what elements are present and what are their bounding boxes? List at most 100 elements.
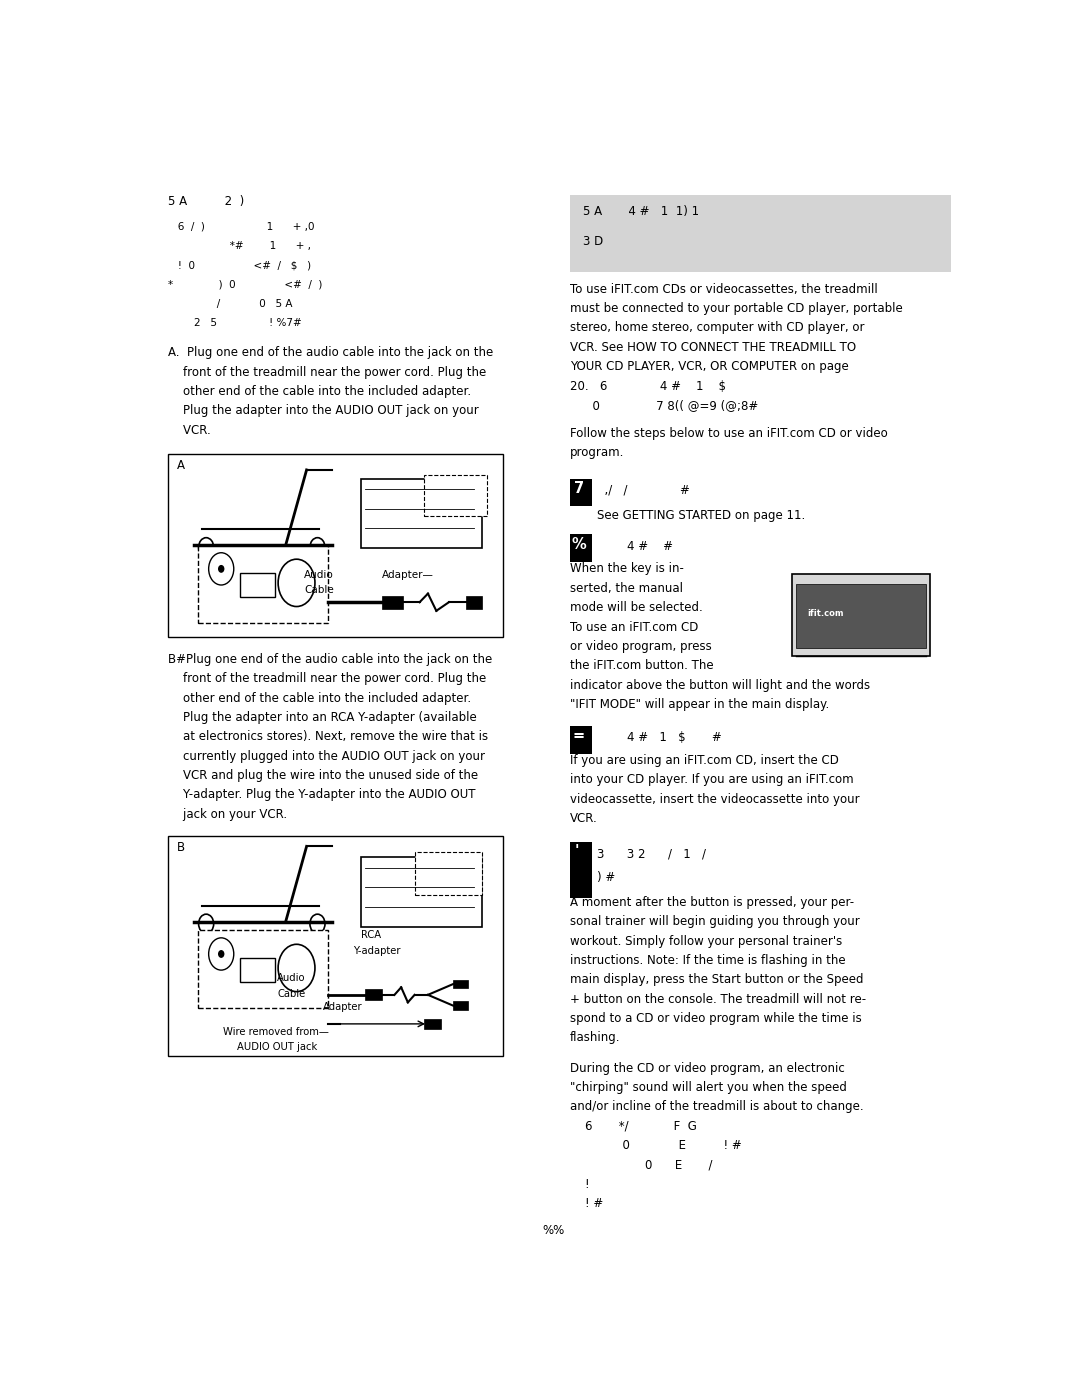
Text: Wire removed from—: Wire removed from— bbox=[222, 1027, 328, 1037]
Text: A: A bbox=[177, 460, 185, 472]
Bar bbox=[570, 726, 592, 754]
Text: Plug the adapter into the AUDIO OUT jack on your: Plug the adapter into the AUDIO OUT jack… bbox=[168, 404, 480, 418]
Text: workout. Simply follow your personal trainer's: workout. Simply follow your personal tra… bbox=[570, 935, 842, 947]
Bar bbox=[796, 584, 926, 648]
Text: VCR and plug the wire into the unused side of the: VCR and plug the wire into the unused si… bbox=[168, 768, 478, 782]
Text: Adapter: Adapter bbox=[323, 1003, 363, 1013]
Text: A moment after the button is pressed, your per-: A moment after the button is pressed, yo… bbox=[570, 895, 854, 909]
Text: %%: %% bbox=[542, 1224, 565, 1236]
Text: the iFIT.com button. The: the iFIT.com button. The bbox=[570, 659, 714, 672]
Text: 6  /  )                   1      + ,0: 6 / ) 1 + ,0 bbox=[168, 222, 315, 232]
Text: AUDIO OUT jack: AUDIO OUT jack bbox=[238, 1042, 318, 1052]
Text: 3      3 2      /   1   /: 3 3 2 / 1 / bbox=[597, 848, 706, 861]
Text: 0             E          ! #: 0 E ! # bbox=[570, 1139, 742, 1153]
Text: !: ! bbox=[570, 1178, 590, 1190]
Bar bbox=[361, 858, 483, 928]
Bar bbox=[570, 842, 592, 898]
Bar bbox=[198, 930, 327, 1007]
Text: ': ' bbox=[575, 844, 579, 859]
Text: *              )  0               <#  /  ): * ) 0 <# / ) bbox=[168, 279, 323, 289]
Bar bbox=[465, 595, 483, 609]
Bar bbox=[168, 835, 503, 1056]
Text: %: % bbox=[572, 536, 586, 552]
Text: =: = bbox=[572, 728, 585, 743]
Text: sonal trainer will begin guiding you through your: sonal trainer will begin guiding you thr… bbox=[570, 915, 860, 928]
Text: Plug the adapter into an RCA Y-adapter (available: Plug the adapter into an RCA Y-adapter (… bbox=[168, 711, 477, 724]
Text: B: B bbox=[177, 841, 185, 854]
Text: "chirping" sound will alert you when the speed: "chirping" sound will alert you when the… bbox=[570, 1081, 847, 1094]
Text: Follow the steps below to use an iFIT.com CD or video: Follow the steps below to use an iFIT.co… bbox=[570, 427, 888, 440]
Bar bbox=[570, 535, 592, 563]
Text: and/or incline of the treadmill is about to change.: and/or incline of the treadmill is about… bbox=[570, 1101, 864, 1113]
Text: B#Plug one end of the audio cable into the jack on the: B#Plug one end of the audio cable into t… bbox=[168, 652, 492, 666]
Bar bbox=[570, 479, 592, 507]
Text: When the key is in-: When the key is in- bbox=[570, 563, 684, 576]
Text: ) #: ) # bbox=[597, 872, 616, 884]
Text: stereo, home stereo, computer with CD player, or: stereo, home stereo, computer with CD pl… bbox=[570, 321, 865, 334]
Text: 5 A          2  ): 5 A 2 ) bbox=[168, 194, 245, 208]
Bar bbox=[416, 852, 483, 895]
Text: ,/   /              #: ,/ / # bbox=[597, 483, 690, 497]
Bar bbox=[792, 574, 930, 657]
Text: 7: 7 bbox=[575, 481, 584, 496]
Text: must be connected to your portable CD player, portable: must be connected to your portable CD pl… bbox=[570, 302, 903, 316]
Text: To use iFIT.com CDs or videocassettes, the treadmill: To use iFIT.com CDs or videocassettes, t… bbox=[570, 282, 878, 296]
Text: YOUR CD PLAYER, VCR, OR COMPUTER on page: YOUR CD PLAYER, VCR, OR COMPUTER on page bbox=[570, 360, 849, 373]
Bar bbox=[365, 989, 382, 1000]
Text: spond to a CD or video program while the time is: spond to a CD or video program while the… bbox=[570, 1011, 862, 1025]
Text: Audio: Audio bbox=[305, 570, 334, 580]
Text: jack on your VCR.: jack on your VCR. bbox=[168, 807, 287, 820]
Text: serted, the manual: serted, the manual bbox=[570, 581, 684, 595]
Text: "IFIT MODE" will appear in the main display.: "IFIT MODE" will appear in the main disp… bbox=[570, 698, 829, 711]
Bar bbox=[454, 1002, 468, 1010]
Text: To use an iFIT.com CD: To use an iFIT.com CD bbox=[570, 620, 699, 633]
Text: During the CD or video program, an electronic: During the CD or video program, an elect… bbox=[570, 1062, 845, 1074]
Bar bbox=[382, 595, 403, 609]
Text: RCA: RCA bbox=[361, 930, 381, 940]
Text: + button on the console. The treadmill will not re-: + button on the console. The treadmill w… bbox=[570, 993, 866, 1006]
Text: mode will be selected.: mode will be selected. bbox=[570, 601, 703, 615]
Text: A.  Plug one end of the audio cable into the jack on the: A. Plug one end of the audio cable into … bbox=[168, 346, 494, 359]
Text: 5 A       4 #   1  1) 1: 5 A 4 # 1 1) 1 bbox=[583, 205, 699, 218]
Bar bbox=[168, 454, 503, 637]
Text: into your CD player. If you are using an iFIT.com: into your CD player. If you are using an… bbox=[570, 774, 854, 787]
Circle shape bbox=[218, 566, 224, 573]
Bar bbox=[240, 958, 274, 982]
Text: 20.   6              4 #    1    $: 20. 6 4 # 1 $ bbox=[570, 380, 726, 393]
Text: ! #: ! # bbox=[570, 1197, 604, 1210]
Text: 2   5                ! %7#: 2 5 ! %7# bbox=[168, 319, 302, 328]
Bar bbox=[361, 479, 483, 549]
Text: front of the treadmill near the power cord. Plug the: front of the treadmill near the power co… bbox=[168, 672, 487, 685]
Text: See GETTING STARTED on page 11.: See GETTING STARTED on page 11. bbox=[597, 509, 806, 521]
Text: currently plugged into the AUDIO OUT jack on your: currently plugged into the AUDIO OUT jac… bbox=[168, 750, 486, 763]
Bar bbox=[198, 545, 327, 623]
Text: other end of the cable into the included adapter.: other end of the cable into the included… bbox=[168, 692, 472, 704]
Text: VCR.: VCR. bbox=[168, 423, 212, 437]
Bar bbox=[423, 475, 486, 515]
Text: !  0                  <#  /   $   ): ! 0 <# / $ ) bbox=[168, 260, 312, 270]
Text: flashing.: flashing. bbox=[570, 1031, 621, 1045]
Text: front of the treadmill near the power cord. Plug the: front of the treadmill near the power co… bbox=[168, 366, 487, 379]
Text: Y-adapter: Y-adapter bbox=[352, 946, 400, 957]
Text: other end of the cable into the included adapter.: other end of the cable into the included… bbox=[168, 386, 472, 398]
Text: /            0   5 A: / 0 5 A bbox=[168, 299, 293, 309]
Text: 6       */            F  G: 6 */ F G bbox=[570, 1119, 697, 1133]
Text: If you are using an iFIT.com CD, insert the CD: If you are using an iFIT.com CD, insert … bbox=[570, 754, 839, 767]
Text: 0               7 8(( @=9 (@;8#: 0 7 8(( @=9 (@;8# bbox=[570, 400, 758, 412]
Text: main display, press the Start button or the Speed: main display, press the Start button or … bbox=[570, 974, 864, 986]
Text: VCR.: VCR. bbox=[570, 812, 598, 826]
Text: instructions. Note: If the time is flashing in the: instructions. Note: If the time is flash… bbox=[570, 954, 846, 967]
Text: Y-adapter. Plug the Y-adapter into the AUDIO OUT: Y-adapter. Plug the Y-adapter into the A… bbox=[168, 788, 476, 802]
Text: Cable: Cable bbox=[278, 989, 306, 999]
Text: ifit.com: ifit.com bbox=[807, 609, 843, 617]
Text: at electronics stores). Next, remove the wire that is: at electronics stores). Next, remove the… bbox=[168, 731, 488, 743]
Text: 3 D: 3 D bbox=[583, 236, 603, 249]
Text: 0      E       /: 0 E / bbox=[570, 1158, 713, 1171]
Text: Cable: Cable bbox=[305, 585, 334, 595]
Text: *#        1      + ,: *# 1 + , bbox=[168, 240, 311, 251]
Bar bbox=[570, 194, 951, 272]
Bar bbox=[240, 573, 274, 597]
Text: videocassette, insert the videocassette into your: videocassette, insert the videocassette … bbox=[570, 792, 860, 806]
Bar bbox=[423, 1018, 441, 1030]
Text: program.: program. bbox=[570, 446, 624, 460]
